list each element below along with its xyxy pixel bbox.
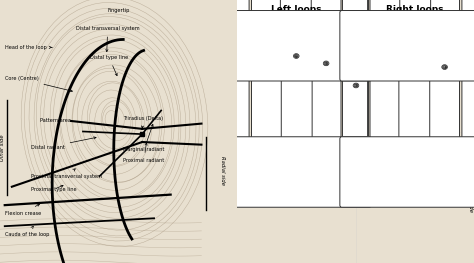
Text: Right ulnar
loops: Right ulnar loops: [399, 137, 431, 148]
FancyBboxPatch shape: [224, 0, 249, 28]
FancyBboxPatch shape: [221, 137, 371, 207]
FancyBboxPatch shape: [342, 68, 368, 155]
Text: Pattern area: Pattern area: [40, 118, 71, 124]
FancyBboxPatch shape: [462, 0, 474, 28]
FancyBboxPatch shape: [340, 137, 474, 207]
Text: Radial side: Radial side: [468, 183, 473, 212]
Text: Cauda of the loop: Cauda of the loop: [5, 226, 49, 237]
Text: Left loops: Left loops: [271, 5, 321, 14]
FancyBboxPatch shape: [399, 0, 430, 28]
Text: Ulnar side: Ulnar side: [0, 134, 5, 161]
Text: Distal radiant: Distal radiant: [31, 137, 96, 150]
Text: Right hand: Right hand: [280, 160, 312, 165]
FancyBboxPatch shape: [323, 19, 351, 62]
FancyBboxPatch shape: [343, 0, 368, 28]
FancyBboxPatch shape: [340, 11, 474, 81]
FancyBboxPatch shape: [204, 145, 232, 188]
FancyBboxPatch shape: [342, 0, 368, 28]
FancyBboxPatch shape: [370, 46, 400, 155]
FancyBboxPatch shape: [252, 0, 281, 28]
FancyBboxPatch shape: [204, 19, 232, 62]
Text: Marginal radiant: Marginal radiant: [123, 124, 164, 153]
Text: Triradius (Delta): Triradius (Delta): [123, 116, 163, 128]
FancyBboxPatch shape: [399, 38, 430, 155]
FancyBboxPatch shape: [252, 49, 281, 155]
Text: Distal transversal system: Distal transversal system: [76, 26, 139, 52]
Text: Head of the loop: Head of the loop: [5, 45, 52, 50]
Text: Right hand: Right hand: [399, 160, 431, 165]
Text: Core (Centre): Core (Centre): [5, 76, 73, 92]
FancyBboxPatch shape: [221, 11, 371, 81]
FancyBboxPatch shape: [311, 0, 341, 28]
FancyBboxPatch shape: [462, 72, 474, 155]
Text: Radial side: Radial side: [220, 156, 225, 185]
FancyBboxPatch shape: [430, 0, 459, 28]
FancyBboxPatch shape: [370, 0, 400, 28]
FancyBboxPatch shape: [430, 49, 459, 155]
FancyBboxPatch shape: [280, 38, 312, 155]
FancyBboxPatch shape: [311, 46, 341, 155]
Text: Right radial
loops: Right radial loops: [279, 137, 313, 148]
Text: Right loops: Right loops: [386, 5, 444, 14]
Text: Proximal type line: Proximal type line: [31, 185, 76, 192]
Text: Flexion crease: Flexion crease: [5, 204, 41, 216]
Text: Proximal transversal system: Proximal transversal system: [31, 169, 102, 179]
FancyBboxPatch shape: [224, 72, 249, 155]
FancyBboxPatch shape: [323, 145, 351, 188]
Text: Distal type line: Distal type line: [90, 55, 128, 76]
FancyBboxPatch shape: [343, 68, 368, 155]
Text: Fingertip: Fingertip: [107, 8, 130, 13]
FancyBboxPatch shape: [280, 0, 312, 28]
Text: Proximal radiant: Proximal radiant: [123, 143, 164, 163]
